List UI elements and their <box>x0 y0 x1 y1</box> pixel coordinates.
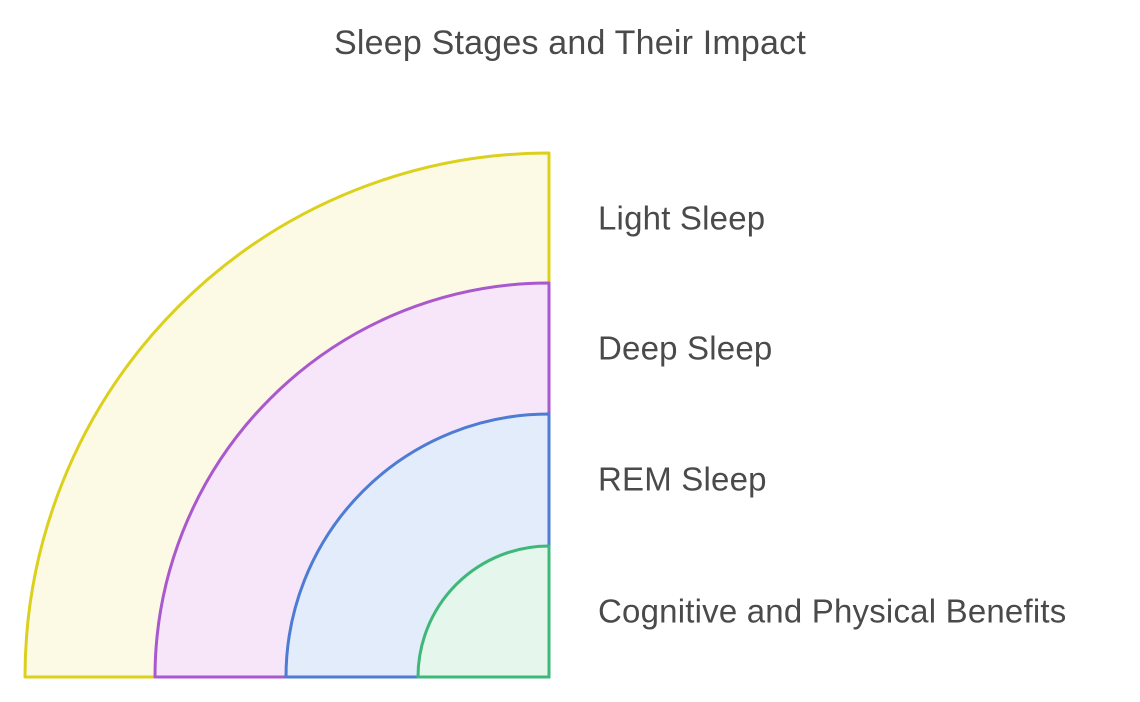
stage-label-light-sleep: Light Sleep <box>598 199 766 237</box>
stage-label-rem-sleep: REM Sleep <box>598 460 767 498</box>
ring-cognitive-and-physical-benefits <box>416 544 551 679</box>
stage-label-deep-sleep: Deep Sleep <box>598 329 773 367</box>
diagram-title: Sleep Stages and Their Impact <box>333 24 806 62</box>
stage-label-cognitive-and-physical-benefits: Cognitive and Physical Benefits <box>598 592 1067 630</box>
